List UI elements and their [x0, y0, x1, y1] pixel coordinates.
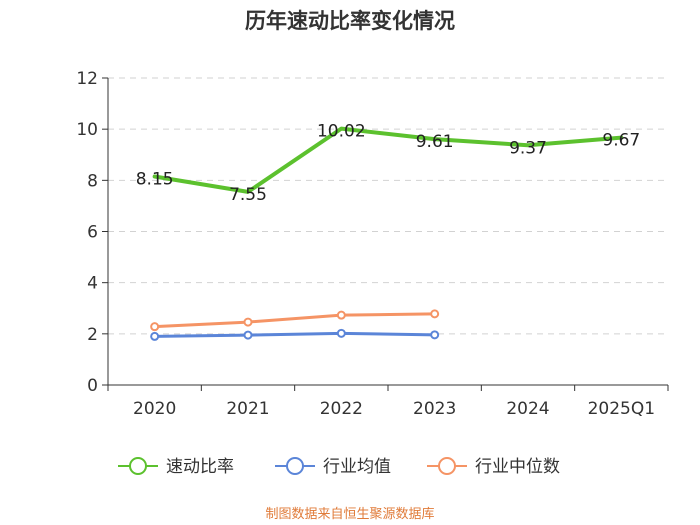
legend-label: 速动比率 — [166, 457, 234, 477]
source-note: 制图数据来自恒生聚源数据库 — [265, 506, 434, 522]
series-line — [152, 126, 624, 194]
x-tick-label: 2020 — [133, 399, 176, 419]
chart-title: 历年速动比率变化情况 — [245, 9, 455, 33]
gridlines — [108, 77, 668, 335]
data-point — [150, 331, 160, 341]
data-label: 9.67 — [602, 131, 640, 151]
y-tick-label: 4 — [87, 274, 98, 294]
y-tick-label: 2 — [87, 325, 98, 345]
data-label: 8.15 — [136, 169, 174, 189]
series-quick-ratio: 8.15 7.55 10.02 9.61 9.37 9.67 — [136, 122, 641, 205]
series-industry-median — [150, 309, 440, 332]
data-label: 10.02 — [317, 122, 366, 142]
legend-item-industry-median[interactable]: 行业中位数 — [427, 457, 560, 477]
legend-label: 行业中位数 — [475, 457, 560, 477]
data-label: 9.37 — [509, 138, 547, 158]
data-point — [243, 330, 253, 340]
y-tick-label: 10 — [76, 120, 98, 140]
legend-marker-icon — [286, 457, 304, 475]
y-tick-label: 0 — [87, 376, 98, 396]
series-lines: 8.15 7.55 10.02 9.61 9.37 9.67 — [136, 122, 641, 341]
data-point — [430, 309, 440, 319]
x-tick-label: 2025Q1 — [588, 399, 655, 419]
series-line — [153, 331, 437, 338]
legend-marker-icon — [129, 457, 147, 475]
data-point — [336, 328, 346, 338]
series-line — [153, 312, 437, 329]
data-point — [336, 310, 346, 320]
data-point — [243, 317, 253, 327]
data-point — [150, 322, 160, 332]
x-tick-label: 2023 — [413, 399, 456, 419]
data-label: 9.61 — [416, 132, 454, 152]
legend-item-quick-ratio[interactable]: 速动比率 — [118, 457, 234, 477]
legend[interactable]: 速动比率 行业均值 行业中位数 — [118, 457, 560, 477]
x-tick-label: 2021 — [226, 399, 269, 419]
legend-marker-icon — [438, 457, 456, 475]
y-tick-label: 12 — [76, 69, 98, 89]
legend-label: 行业均值 — [323, 457, 391, 477]
x-tick-label: 2022 — [320, 399, 363, 419]
x-tick-label: 2024 — [506, 399, 549, 419]
legend-item-industry-mean[interactable]: 行业均值 — [275, 457, 391, 477]
data-point — [430, 330, 440, 340]
axes: 0 2 4 6 8 10 12 2020 2021 2022 2023 2024 2025Q1 — [76, 69, 669, 419]
series-industry-mean — [150, 328, 440, 341]
data-label: 7.55 — [229, 185, 267, 205]
y-tick-label: 6 — [87, 223, 98, 243]
y-tick-label: 8 — [87, 171, 98, 191]
